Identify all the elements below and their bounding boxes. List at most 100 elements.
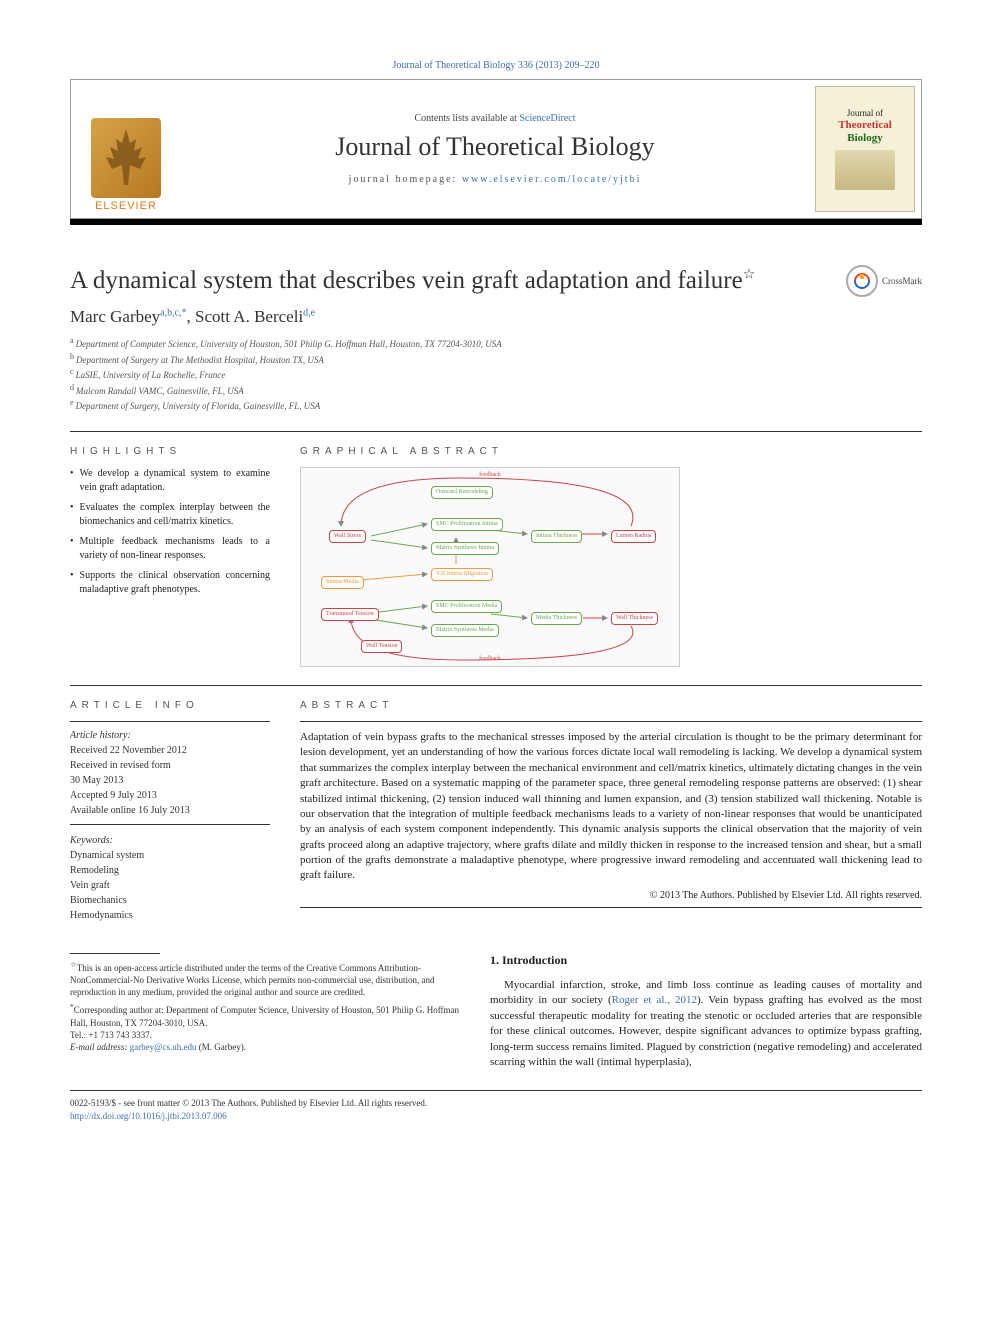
title-text: A dynamical system that describes vein g… [70,267,743,294]
history-line: Received 22 November 2012 [70,743,270,758]
keyword: Hemodynamics [70,908,270,923]
highlights-section: HIGHLIGHTS We develop a dynamical system… [70,446,270,667]
email-footnote: E-mail address: garbey@cs.uh.edu (M. Gar… [70,1041,460,1053]
running-head-link[interactable]: Journal of Theoretical Biology 336 (2013… [392,60,599,71]
author-1: Marc Garbey [70,307,160,326]
ga-node: V/S Intima Migration [431,568,493,581]
crossmark-badge[interactable]: CrossMark [846,265,922,297]
ga-node: Wall Tension [361,640,402,653]
history-line: Received in revised form [70,758,270,773]
journal-name: Journal of Theoretical Biology [335,132,654,162]
ga-node: SMC Proliferation Media [431,600,502,613]
cover-line2: Theoretical [838,119,892,131]
history-line: 30 May 2013 [70,773,270,788]
email-link[interactable]: garbey@cs.uh.edu [130,1042,197,1052]
abstract-copyright: © 2013 The Authors. Published by Elsevie… [300,890,922,901]
keyword: Dynamical system [70,848,270,863]
elsevier-wordmark: ELSEVIER [95,200,157,212]
highlights-list: We develop a dynamical system to examine… [70,467,270,597]
history-line: Available online 16 July 2013 [70,803,270,818]
introduction-heading: 1. Introduction [490,953,922,968]
aff-sup: d [70,383,74,392]
highlight-text: Evaluates the complex interplay between … [80,501,270,529]
highlight-text: Multiple feedback mechanisms leads to a … [80,535,270,563]
author-sep: , [187,307,196,326]
highlight-text: We develop a dynamical system to examine… [80,467,270,495]
ga-node: Intima/Media [321,576,364,589]
article-info-section: ARTICLE INFO Article history: Received 2… [70,700,270,923]
author-1-sup: a,b,c,* [160,307,186,318]
aff-text: LaSIE, University of La Rochelle, France [76,370,226,380]
journal-cover-thumbnail: Journal of Theoretical Biology [815,86,915,212]
keywords-label: Keywords: [70,833,270,848]
corresponding-footnote: *Corresponding author at: Department of … [70,1002,460,1028]
aff-text: Malcom Randall VAMC, Gainesville, FL, US… [76,386,244,396]
graphical-abstract-figure: feedback feedback Outward [300,467,680,667]
contents-prefix: Contents lists available at [414,113,519,124]
aff-text: Department of Surgery at The Methodist H… [76,355,324,365]
introduction-body: Myocardial infarction, stroke, and limb … [490,978,922,1070]
doi-link[interactable]: http://dx.doi.org/10.1016/j.jtbi.2013.07… [70,1111,227,1121]
divider [70,685,922,686]
title-footnote-star: ☆ [743,268,756,283]
running-head: Journal of Theoretical Biology 336 (2013… [70,60,922,71]
ga-node: Media Thickness [531,612,582,625]
ga-node: Matrix Synthesis Intima [431,542,499,555]
elsevier-logo: ELSEVIER [71,80,181,218]
affiliation: aDepartment of Computer Science, Univers… [70,335,922,351]
open-access-footnote: ☆This is an open-access article distribu… [70,960,460,998]
divider [70,824,270,825]
divider [70,721,270,722]
keyword: Vein graft [70,878,270,893]
ga-node: SMC Proliferation Intima [431,518,503,531]
affiliations: aDepartment of Computer Science, Univers… [70,335,922,413]
crossmark-icon [846,265,878,297]
aff-sup: c [70,367,74,376]
highlight-item: We develop a dynamical system to examine… [70,467,270,495]
author-2: Scott A. Berceli [195,307,303,326]
article-title: A dynamical system that describes vein g… [70,265,826,296]
footnote-text: Corresponding author at: Department of C… [70,1005,459,1027]
ga-node: Lumen Radius [611,530,656,543]
elsevier-tree-icon [91,118,161,198]
author-2-sup: d,e [303,307,315,318]
article-info-label: ARTICLE INFO [70,700,270,711]
footnote-rule [70,953,160,954]
aff-text: Department of Surgery, University of Flo… [76,401,321,411]
divider [300,721,922,722]
history-label: Article history: [70,728,270,743]
journal-header: ELSEVIER Contents lists available at Sci… [70,79,922,219]
homepage-prefix: journal homepage: [349,174,462,185]
divider [300,907,922,908]
abstract-text: Adaptation of vein bypass grafts to the … [300,730,922,884]
keyword: Remodeling [70,863,270,878]
affiliation: eDepartment of Surgery, University of Fl… [70,397,922,413]
graphical-abstract-label: GRAPHICAL ABSTRACT [300,446,922,457]
doi-value: 10.1016/j.jtbi.2013.07.006 [131,1111,227,1121]
ga-node: Matrix Synthesis Media [431,624,499,637]
citation-link[interactable]: Roger et al., 2012 [612,994,697,1006]
affiliation: bDepartment of Surgery at The Methodist … [70,351,922,367]
ga-node: Outward Remodeling [431,486,493,499]
homepage-line: journal homepage: www.elsevier.com/locat… [349,174,642,185]
history-line: Accepted 9 July 2013 [70,788,270,803]
sciencedirect-link[interactable]: ScienceDirect [519,113,575,124]
footnotes: ☆This is an open-access article distribu… [70,953,460,1070]
abstract-section: ABSTRACT Adaptation of vein bypass graft… [300,700,922,923]
ga-node: Wall Thickness [611,612,658,625]
aff-sup: e [70,398,74,407]
aff-sup: b [70,352,74,361]
affiliation: cLaSIE, University of La Rochelle, Franc… [70,366,922,382]
cover-art-icon [835,150,895,190]
abstract-label: ABSTRACT [300,700,922,711]
cover-line1: Journal of [847,108,883,118]
email-label: E-mail address: [70,1042,130,1052]
ga-node: Transmural Tension [321,608,379,621]
graphical-abstract-section: GRAPHICAL ABSTRACT feedback feedback [300,446,922,667]
homepage-link[interactable]: www.elsevier.com/locate/yjtbi [462,174,642,185]
cover-line3: Biology [847,132,882,144]
ga-node: Wall Stress [329,530,366,543]
doi-line: http://dx.doi.org/10.1016/j.jtbi.2013.07… [70,1110,922,1123]
highlight-item: Evaluates the complex interplay between … [70,501,270,529]
highlights-label: HIGHLIGHTS [70,446,270,457]
